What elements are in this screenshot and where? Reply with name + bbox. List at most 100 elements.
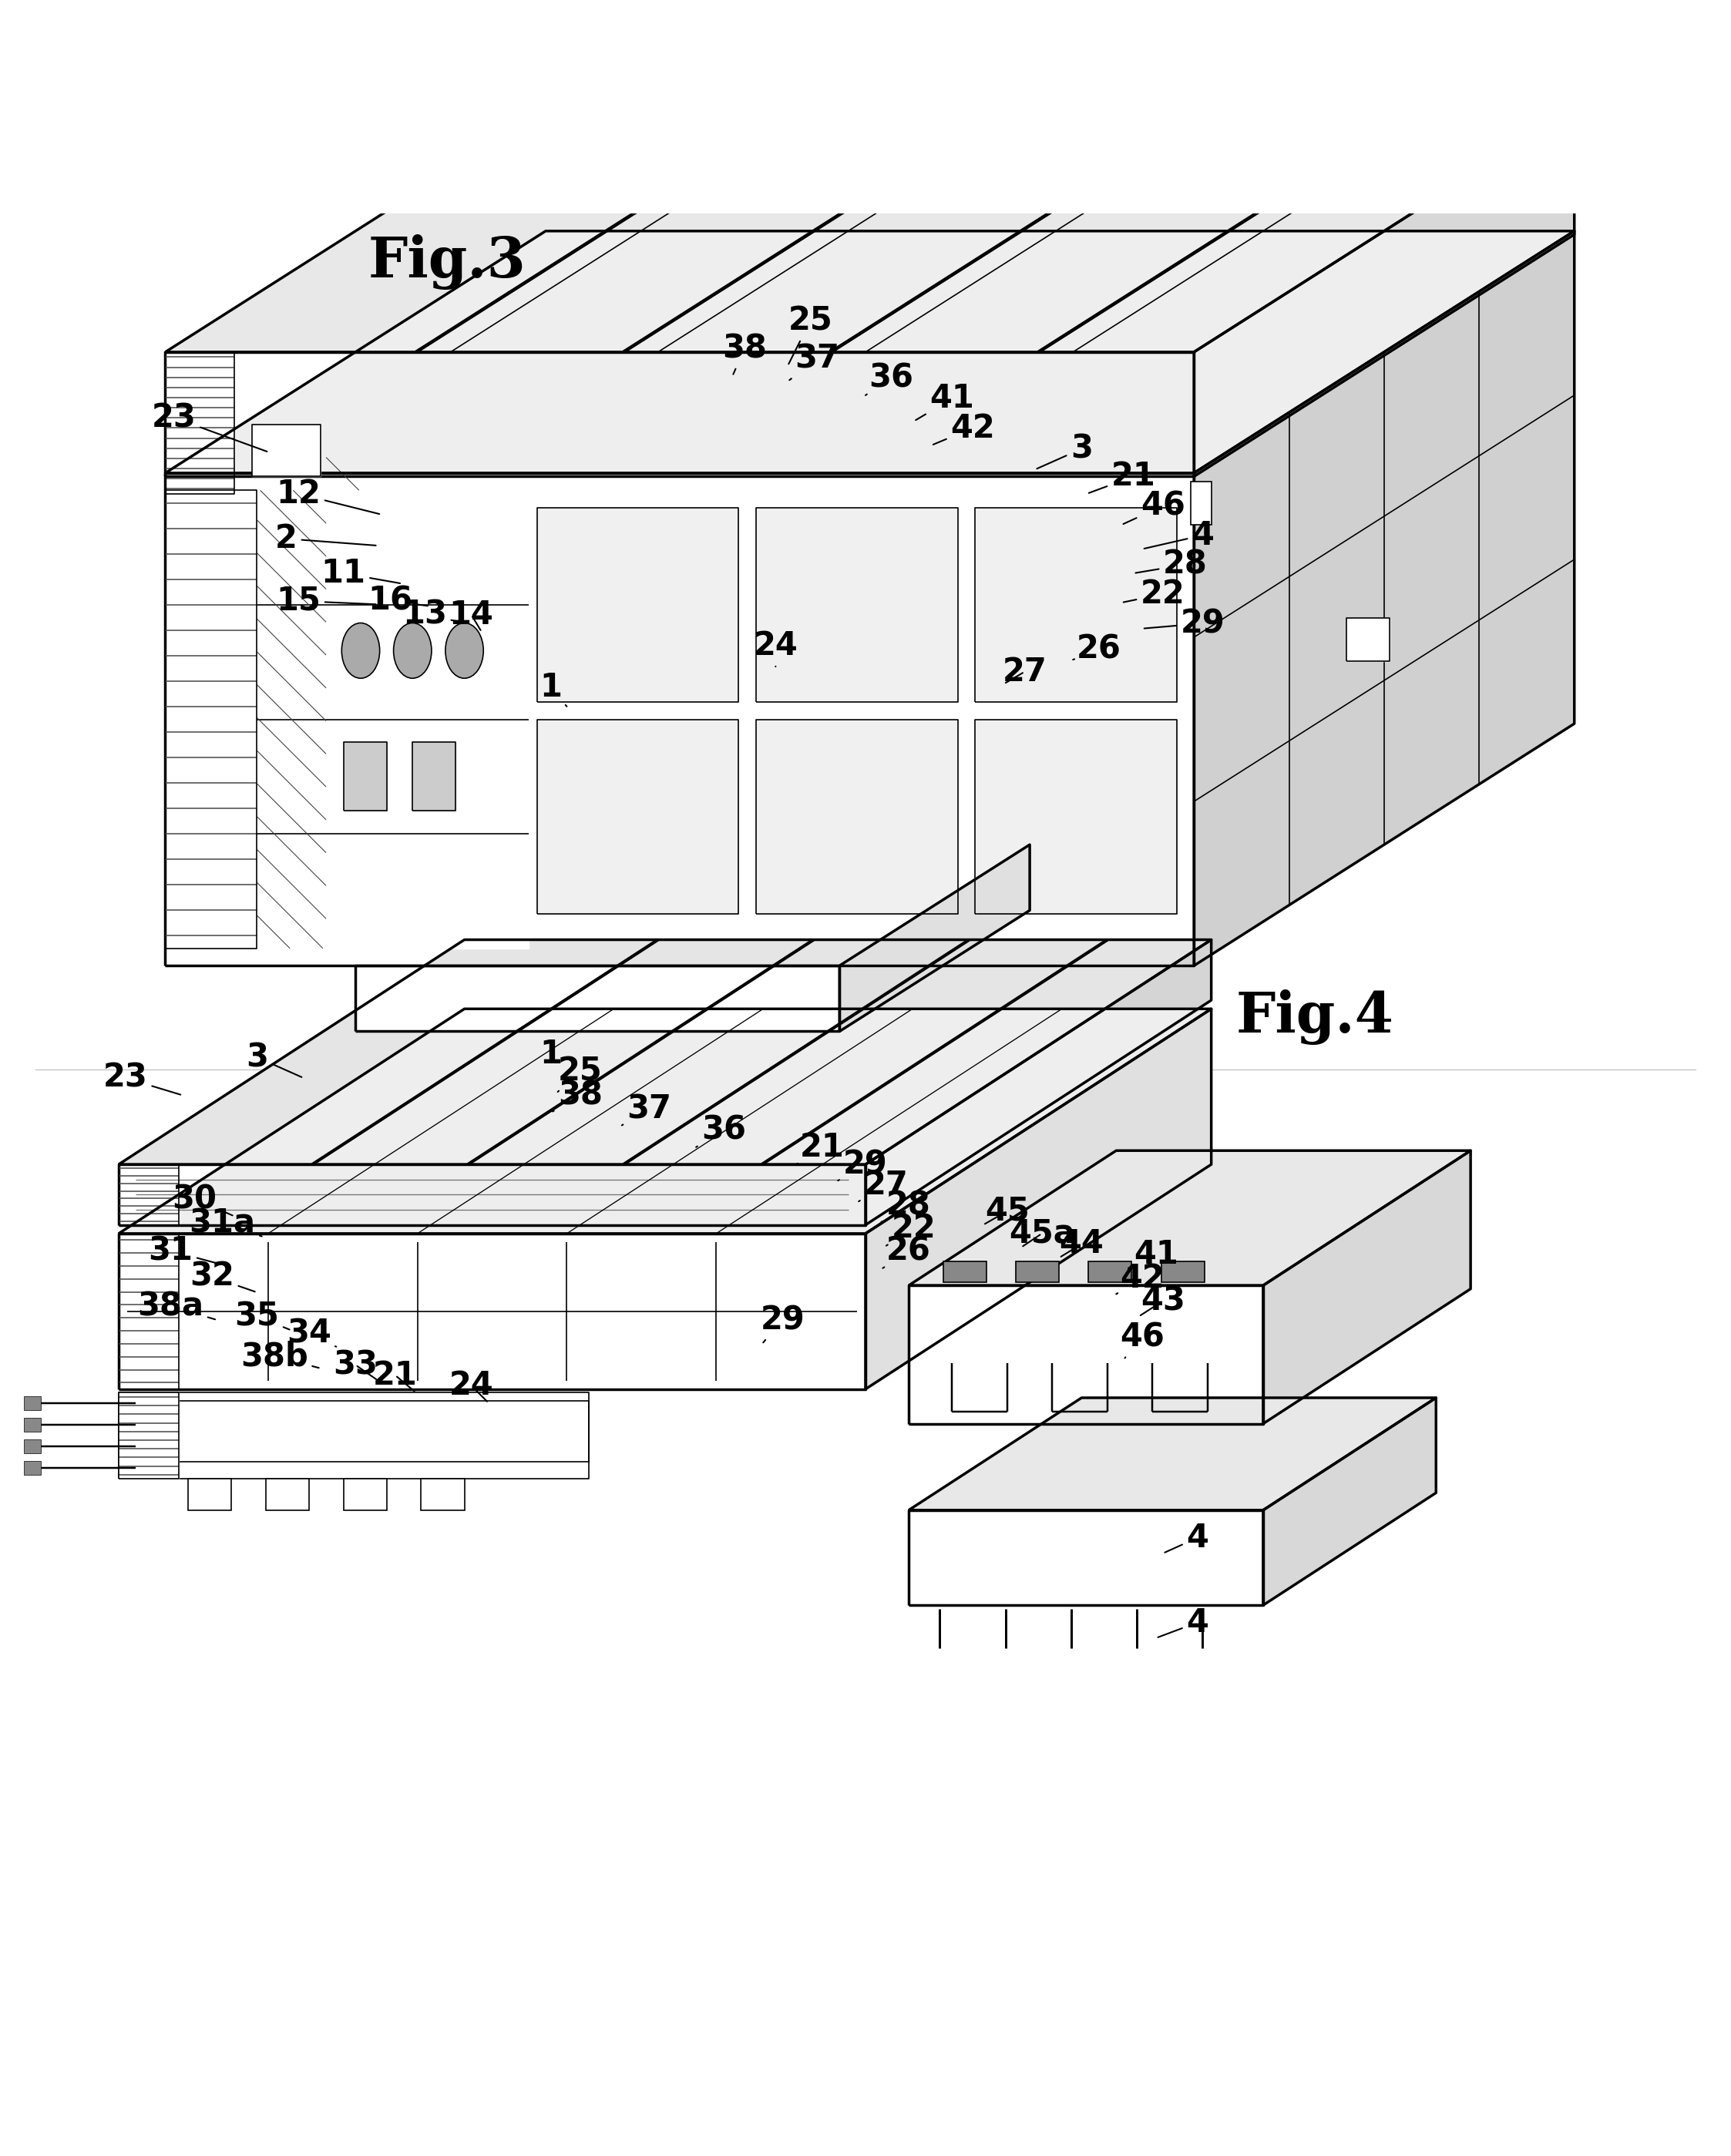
- Text: 45a: 45a: [1009, 1218, 1075, 1250]
- Polygon shape: [343, 742, 386, 811]
- Bar: [1162, 1261, 1205, 1283]
- Text: 31: 31: [149, 1235, 220, 1268]
- Bar: [24, 1440, 42, 1453]
- Text: 29: 29: [838, 1149, 888, 1181]
- Text: 28: 28: [881, 1190, 931, 1222]
- Bar: [24, 1419, 42, 1432]
- Polygon shape: [251, 425, 320, 476]
- Polygon shape: [166, 231, 1573, 472]
- Polygon shape: [866, 940, 1212, 1225]
- FancyBboxPatch shape: [1191, 481, 1212, 524]
- Text: 26: 26: [1073, 634, 1122, 666]
- Polygon shape: [119, 1164, 866, 1225]
- Text: 36: 36: [866, 362, 914, 395]
- Text: 38a: 38a: [137, 1289, 215, 1322]
- Polygon shape: [166, 489, 256, 949]
- Text: 37: 37: [621, 1093, 672, 1125]
- Polygon shape: [909, 1397, 1437, 1509]
- Polygon shape: [1194, 231, 1573, 966]
- Polygon shape: [355, 966, 840, 1031]
- Text: 35: 35: [235, 1300, 289, 1332]
- Polygon shape: [756, 720, 957, 914]
- Polygon shape: [975, 507, 1177, 703]
- Text: 37: 37: [789, 343, 840, 379]
- Text: Fig.4: Fig.4: [1236, 990, 1393, 1046]
- Bar: [265, 1479, 308, 1509]
- Polygon shape: [756, 507, 957, 703]
- Text: 41: 41: [1129, 1238, 1179, 1270]
- Text: 45: 45: [985, 1194, 1030, 1227]
- Text: 25: 25: [788, 304, 833, 364]
- Text: 32: 32: [190, 1261, 254, 1294]
- Text: 31a: 31a: [189, 1207, 261, 1240]
- Polygon shape: [119, 1164, 178, 1225]
- Text: 14: 14: [448, 599, 493, 632]
- Polygon shape: [119, 940, 1212, 1164]
- Text: 4: 4: [1165, 1522, 1208, 1554]
- Polygon shape: [119, 1233, 866, 1388]
- Polygon shape: [119, 1393, 589, 1479]
- Text: 23: 23: [152, 401, 267, 451]
- Text: 16: 16: [367, 584, 428, 617]
- Polygon shape: [119, 1393, 178, 1479]
- Text: 27: 27: [1002, 655, 1047, 688]
- Text: 29: 29: [760, 1304, 805, 1343]
- Text: 46: 46: [1120, 1322, 1165, 1358]
- Ellipse shape: [445, 623, 483, 679]
- Text: 36: 36: [696, 1115, 746, 1147]
- Polygon shape: [840, 845, 1030, 1031]
- Text: 38b: 38b: [241, 1341, 319, 1373]
- Text: 12: 12: [277, 479, 379, 513]
- Text: 25: 25: [557, 1054, 602, 1091]
- Text: 24: 24: [448, 1369, 493, 1401]
- Ellipse shape: [393, 623, 431, 679]
- Polygon shape: [166, 351, 1194, 476]
- Text: 4: 4: [1158, 1606, 1208, 1639]
- Text: 21: 21: [1089, 459, 1156, 494]
- Text: 23: 23: [104, 1061, 180, 1095]
- Polygon shape: [1347, 619, 1390, 662]
- Bar: [421, 1479, 464, 1509]
- Polygon shape: [1264, 1151, 1471, 1423]
- Polygon shape: [975, 720, 1177, 914]
- Text: 22: 22: [886, 1212, 936, 1246]
- Text: 43: 43: [1141, 1285, 1186, 1317]
- Text: 15: 15: [277, 584, 376, 617]
- Bar: [943, 1261, 987, 1283]
- Text: 28: 28: [1136, 548, 1208, 580]
- Polygon shape: [1194, 110, 1573, 476]
- Polygon shape: [412, 742, 455, 811]
- Polygon shape: [909, 1509, 1264, 1606]
- Text: 41: 41: [916, 382, 975, 420]
- Bar: [1016, 1261, 1059, 1283]
- Text: 21: 21: [372, 1358, 417, 1391]
- Text: 2: 2: [275, 522, 376, 554]
- Polygon shape: [537, 507, 739, 703]
- Text: 42: 42: [1116, 1261, 1165, 1296]
- Text: 26: 26: [883, 1235, 931, 1268]
- Polygon shape: [119, 1233, 178, 1388]
- Text: 29: 29: [1144, 608, 1226, 640]
- Text: 13: 13: [402, 599, 457, 632]
- Text: 22: 22: [1123, 578, 1186, 610]
- Bar: [24, 1462, 42, 1475]
- Polygon shape: [119, 1009, 1212, 1233]
- Polygon shape: [166, 351, 234, 494]
- Text: 42: 42: [933, 412, 995, 444]
- Bar: [24, 1397, 42, 1410]
- Text: 27: 27: [859, 1169, 909, 1201]
- Polygon shape: [119, 1401, 589, 1462]
- Text: 3: 3: [246, 1041, 301, 1078]
- Text: 21: 21: [796, 1132, 845, 1164]
- Text: 24: 24: [753, 630, 798, 666]
- Text: 33: 33: [332, 1350, 377, 1382]
- Bar: [187, 1479, 230, 1509]
- Text: Fig.3: Fig.3: [369, 235, 526, 289]
- Polygon shape: [256, 489, 528, 949]
- Text: 1: 1: [540, 671, 566, 707]
- Text: 44: 44: [1059, 1227, 1104, 1259]
- Text: 1: 1: [540, 1037, 563, 1069]
- Polygon shape: [537, 720, 739, 914]
- Text: 46: 46: [1123, 489, 1186, 524]
- Polygon shape: [166, 472, 1194, 966]
